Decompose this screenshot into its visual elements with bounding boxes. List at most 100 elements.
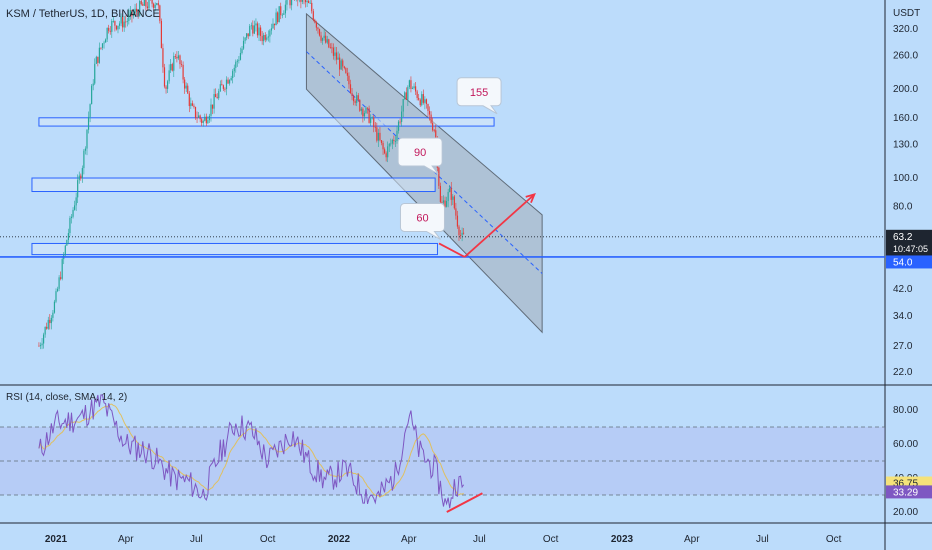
candle-body (230, 77, 232, 81)
candle-body (135, 8, 138, 12)
candle-body (146, 6, 149, 9)
candle-body (359, 99, 361, 111)
candle-body (418, 97, 420, 100)
candle-body (197, 115, 200, 118)
time-tick-label: Oct (826, 534, 842, 545)
rsi-trendline (446, 492, 483, 513)
candle-body (309, 2, 311, 4)
rsi-value-badge-bg (886, 485, 932, 499)
candle-body (281, 14, 283, 16)
candle-body (444, 200, 446, 207)
resistance-zone (31, 177, 436, 193)
candle-body (390, 143, 392, 145)
time-tick-label: 2022 (328, 534, 351, 545)
candle-body (194, 106, 197, 118)
candle-body (314, 19, 316, 23)
candle-body (132, 13, 135, 17)
candle-body (157, 3, 159, 6)
candle-body (163, 67, 166, 87)
candle-body (75, 197, 77, 206)
candle-body (385, 153, 387, 158)
candle-body (425, 99, 428, 104)
candle-body (148, 0, 150, 9)
candle-body (411, 88, 414, 89)
candle-body (72, 209, 74, 217)
candle-body (41, 343, 43, 346)
candle-body (401, 111, 403, 122)
candle-body (44, 326, 46, 335)
candle-body (404, 92, 406, 100)
candle-body (128, 14, 130, 21)
candle-body (252, 25, 254, 34)
candle-body (115, 25, 118, 30)
candle-body (193, 105, 195, 107)
candle-body (168, 70, 170, 82)
candle-body (185, 85, 187, 89)
candle-body (456, 215, 459, 227)
candle-body (42, 334, 45, 344)
rsi-ma-badge: 36.75 (893, 479, 918, 490)
candle-body (166, 81, 169, 89)
candle-body (114, 21, 116, 26)
candle-body (422, 94, 424, 103)
candle-body (428, 110, 431, 115)
candle-body (354, 101, 356, 103)
candle-body (259, 27, 262, 36)
candle-body (325, 35, 327, 43)
candle-body (445, 201, 448, 207)
time-tick-label: Apr (684, 534, 700, 545)
candle-body (323, 35, 325, 39)
rsi-line (38, 394, 465, 509)
candle-body (438, 167, 440, 186)
candle-body (345, 68, 347, 74)
candle-body (56, 288, 59, 292)
candle-body (321, 38, 324, 41)
candle-body (247, 33, 249, 37)
candle-body (433, 130, 435, 132)
time-tick-label: Oct (543, 534, 559, 545)
candle-body (365, 107, 367, 114)
candle-body (50, 317, 52, 324)
candle-body (371, 117, 373, 119)
resistance-zone (31, 242, 438, 256)
candle-body (328, 39, 330, 48)
time-tick-label: 2023 (611, 534, 634, 545)
candle-body (408, 80, 410, 88)
candle-body (165, 86, 167, 89)
candle-body (396, 130, 398, 141)
target-label: 155 (470, 87, 488, 99)
candle-body (94, 63, 96, 84)
candle-body (308, 0, 310, 3)
candle-body (227, 79, 229, 84)
candle-body (137, 11, 139, 16)
candle-body (373, 117, 375, 127)
candle-body (58, 277, 60, 289)
candle-body (277, 12, 279, 23)
candles-group (38, 0, 465, 350)
candle-body (242, 40, 245, 49)
candle-body (98, 47, 100, 63)
candle-body (108, 27, 110, 31)
candle-body (228, 80, 231, 84)
candle-body (89, 104, 91, 117)
candle-body (380, 140, 383, 143)
candle-body (204, 116, 206, 121)
candle-body (125, 21, 127, 23)
rsi-tick-label: 60.00 (893, 439, 918, 450)
candle-body (129, 10, 131, 15)
last-price-badge-bg (886, 229, 932, 256)
last-price-badge: 63.2 (893, 232, 913, 243)
candle-body (47, 319, 49, 329)
candle-body (388, 143, 390, 147)
candle-body (459, 235, 462, 236)
candle-body (304, 0, 307, 3)
time-tick-label: Jul (190, 534, 203, 545)
candle-body (315, 22, 317, 28)
candle-body (424, 99, 426, 103)
candle-body (368, 108, 370, 123)
candle-body (70, 216, 73, 218)
candle-body (111, 21, 113, 32)
level-54-badge: 54.0 (893, 257, 913, 268)
